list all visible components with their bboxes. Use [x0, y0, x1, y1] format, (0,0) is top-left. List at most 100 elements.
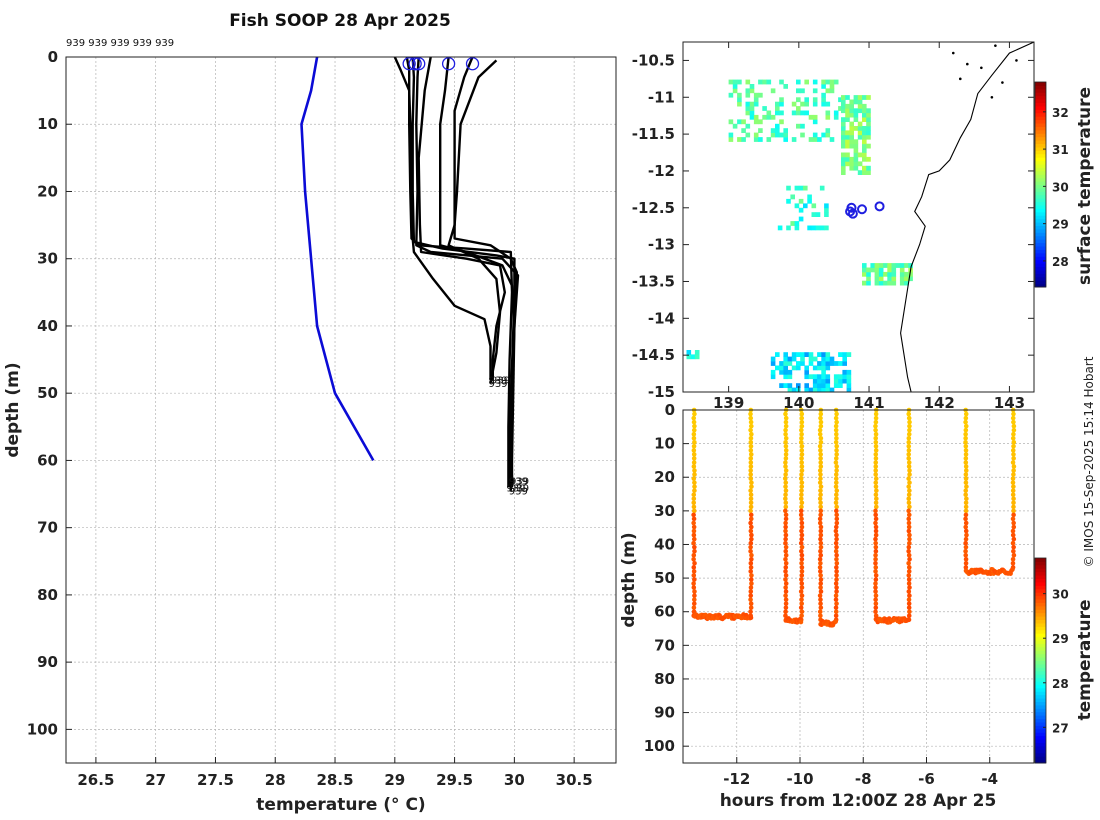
section-point [691, 476, 697, 481]
sst-pixel [883, 263, 888, 268]
sst-pixel [766, 110, 772, 116]
section-point [818, 536, 823, 542]
sst-pixel [821, 352, 826, 357]
section-point [691, 516, 697, 522]
sst-pixel [819, 225, 825, 231]
section-point [1011, 431, 1016, 437]
section-point [748, 516, 754, 522]
sst-pixel [817, 365, 822, 371]
section-point [691, 524, 697, 530]
section-colorbar-segment [1035, 732, 1046, 737]
sst-pixel [874, 271, 880, 277]
sst-pixel [749, 114, 755, 120]
sst-pixel [891, 271, 897, 277]
section-point [963, 468, 969, 473]
profile-line [417, 56, 506, 380]
section-point [818, 540, 824, 546]
section-point [818, 415, 823, 421]
sst-pixel [862, 170, 867, 175]
section-colorbar-segment [1035, 749, 1046, 754]
section-point [873, 565, 879, 570]
sst-pixel [853, 112, 859, 118]
section-point [799, 556, 805, 562]
section-colorbar-segment [1035, 663, 1046, 668]
section-points [691, 407, 1017, 628]
section-point [964, 484, 969, 489]
section-point [748, 528, 754, 534]
section-colorbar-segment [1035, 657, 1046, 661]
sst-pixel [846, 387, 852, 393]
section-point [818, 613, 823, 619]
sst-pixel [824, 212, 829, 217]
section-point [783, 444, 789, 449]
section-point [748, 585, 754, 590]
island-dot [1015, 59, 1018, 62]
sst-pixel [849, 130, 854, 136]
sst-pixel [825, 352, 831, 357]
section-point [907, 427, 912, 433]
section-point [1010, 460, 1016, 465]
section-point [906, 565, 912, 570]
section-point [691, 581, 696, 586]
section-point [783, 573, 789, 578]
section-point [748, 427, 753, 433]
map-y-tick-label: -12.5 [632, 199, 675, 217]
section-colorbar-segment [1035, 722, 1046, 726]
sst-pixel [791, 387, 797, 393]
island-dot [958, 77, 962, 81]
sst-colorbar-segment [1035, 88, 1046, 93]
section-point [1011, 427, 1017, 433]
section-point [834, 585, 839, 590]
section-point [818, 452, 823, 457]
x-tick-label: 28.5 [317, 771, 354, 789]
section-point [783, 492, 788, 498]
section-point [906, 524, 912, 530]
sst-pixel [728, 137, 734, 142]
sst-pixel [825, 356, 831, 362]
sst-pixel [866, 165, 871, 171]
section-point [906, 411, 911, 417]
section-point [782, 476, 788, 481]
section-point [783, 561, 789, 566]
sst-pixel [800, 88, 805, 94]
section-point [818, 472, 823, 477]
sst-pixel [853, 108, 859, 114]
section-point [833, 613, 839, 619]
section-point [748, 605, 754, 610]
section-point [1011, 548, 1016, 554]
section-point [963, 444, 969, 449]
island-dot [980, 66, 983, 70]
section-point [906, 528, 912, 534]
section-point [748, 464, 754, 469]
sst-colorbar-segment [1035, 211, 1046, 216]
section-point [873, 569, 878, 574]
section-point [963, 548, 968, 554]
section-point [798, 508, 804, 514]
section-point [799, 544, 805, 550]
sst-pixel [791, 110, 797, 116]
sst-pixel [803, 203, 808, 209]
section-point [963, 552, 969, 558]
section-point [783, 544, 789, 550]
sst-pixel [833, 79, 839, 85]
section-point [691, 435, 697, 441]
section-point [833, 540, 839, 546]
sst-pixel [841, 130, 846, 136]
sst-pixel [838, 374, 843, 380]
section-point [873, 605, 879, 610]
sst-pixel [800, 352, 805, 357]
section-point [783, 504, 789, 510]
sst-pixel [812, 374, 818, 380]
section-point [873, 556, 878, 562]
map-y-tick-label: -14.5 [632, 346, 675, 364]
section-colorbar-segment [1035, 739, 1046, 743]
sst-pixel [819, 185, 825, 191]
section-point [818, 488, 823, 493]
section-point [783, 419, 789, 425]
section-colorbar-segment [1035, 681, 1046, 685]
sst-pixel [866, 280, 871, 286]
section-point [692, 544, 697, 550]
section-point [748, 444, 754, 449]
sst-pixel [686, 354, 692, 360]
